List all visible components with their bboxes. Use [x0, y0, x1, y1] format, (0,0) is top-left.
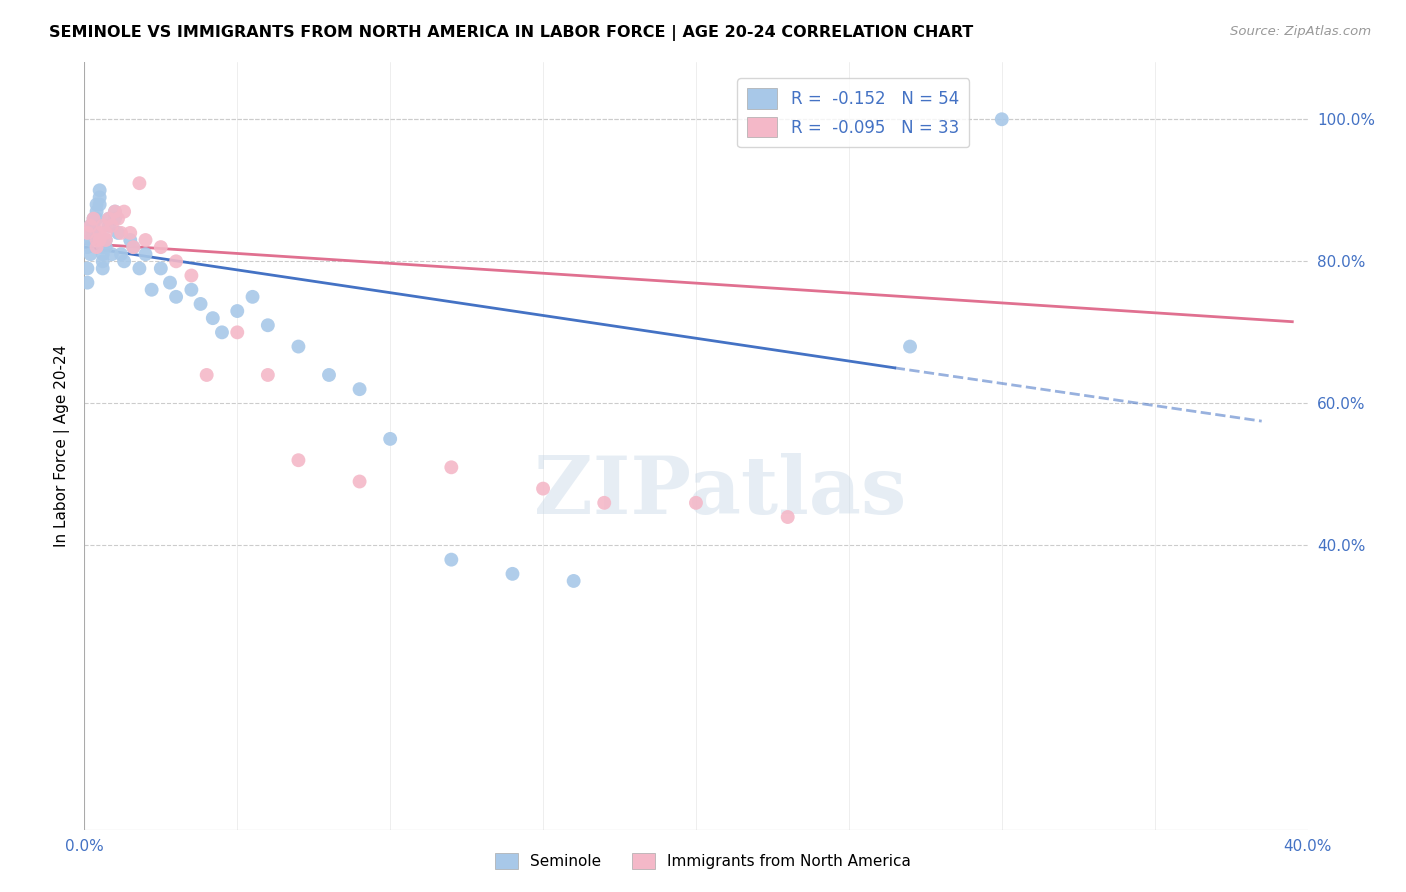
Point — [318, 368, 340, 382]
Point — [149, 261, 172, 276]
Text: ZIPatlas: ZIPatlas — [534, 453, 907, 531]
Point — [120, 233, 142, 247]
Point — [83, 211, 105, 226]
Point — [91, 261, 114, 276]
Point — [110, 226, 132, 240]
Point — [76, 226, 98, 240]
Point — [226, 304, 249, 318]
Point — [79, 219, 101, 233]
Point — [128, 176, 150, 190]
Text: Source: ZipAtlas.com: Source: ZipAtlas.com — [1230, 25, 1371, 38]
Point — [257, 318, 280, 333]
Legend: Seminole, Immigrants from North America: Seminole, Immigrants from North America — [489, 847, 917, 875]
Point — [91, 254, 114, 268]
Point — [83, 219, 105, 233]
Point — [226, 326, 249, 340]
Point — [287, 340, 309, 354]
Point — [593, 496, 616, 510]
Point — [79, 233, 101, 247]
Point — [86, 233, 108, 247]
Point — [122, 240, 145, 254]
Point — [89, 183, 111, 197]
Point — [104, 204, 127, 219]
Point — [104, 204, 127, 219]
Point — [349, 382, 371, 396]
Point — [141, 283, 163, 297]
Point — [89, 233, 111, 247]
Point — [257, 368, 280, 382]
Point — [122, 240, 145, 254]
Point — [86, 240, 108, 254]
Point — [104, 211, 127, 226]
Point — [83, 211, 105, 226]
Point — [562, 574, 585, 588]
Point — [110, 247, 132, 261]
Point — [112, 204, 135, 219]
Point — [101, 247, 124, 261]
Point — [79, 219, 101, 233]
Point — [149, 240, 172, 254]
Point — [531, 482, 554, 496]
Point — [159, 276, 181, 290]
Point — [685, 496, 707, 510]
Point — [180, 268, 202, 283]
Point — [91, 247, 114, 261]
Point — [991, 112, 1014, 127]
Point — [94, 233, 117, 247]
Point — [79, 247, 101, 261]
Point — [502, 566, 524, 581]
Point — [79, 226, 101, 240]
Point — [94, 240, 117, 254]
Point — [86, 211, 108, 226]
Point — [91, 219, 114, 233]
Legend: R =  -0.152   N = 54, R =  -0.095   N = 33: R = -0.152 N = 54, R = -0.095 N = 33 — [737, 78, 969, 147]
Point — [190, 297, 212, 311]
Point — [86, 204, 108, 219]
Point — [776, 510, 799, 524]
Point — [97, 219, 120, 233]
Point — [76, 261, 98, 276]
Point — [349, 475, 371, 489]
Point — [128, 261, 150, 276]
Y-axis label: In Labor Force | Age 20-24: In Labor Force | Age 20-24 — [55, 345, 70, 547]
Point — [135, 247, 157, 261]
Point — [211, 326, 233, 340]
Point — [83, 226, 105, 240]
Point — [76, 240, 98, 254]
Point — [898, 340, 921, 354]
Point — [97, 211, 120, 226]
Point — [201, 311, 224, 326]
Point — [107, 211, 129, 226]
Point — [287, 453, 309, 467]
Point — [97, 211, 120, 226]
Point — [165, 290, 187, 304]
Point — [195, 368, 218, 382]
Point — [380, 432, 402, 446]
Point — [91, 240, 114, 254]
Point — [107, 226, 129, 240]
Point — [94, 233, 117, 247]
Point — [180, 283, 202, 297]
Point — [89, 226, 111, 240]
Point — [440, 552, 463, 566]
Point — [76, 276, 98, 290]
Point — [89, 190, 111, 204]
Point — [94, 226, 117, 240]
Point — [242, 290, 264, 304]
Point — [86, 197, 108, 211]
Point — [112, 254, 135, 268]
Text: SEMINOLE VS IMMIGRANTS FROM NORTH AMERICA IN LABOR FORCE | AGE 20-24 CORRELATION: SEMINOLE VS IMMIGRANTS FROM NORTH AMERIC… — [49, 25, 973, 41]
Point — [89, 197, 111, 211]
Point — [120, 226, 142, 240]
Point — [440, 460, 463, 475]
Point — [101, 219, 124, 233]
Point — [135, 233, 157, 247]
Point — [165, 254, 187, 268]
